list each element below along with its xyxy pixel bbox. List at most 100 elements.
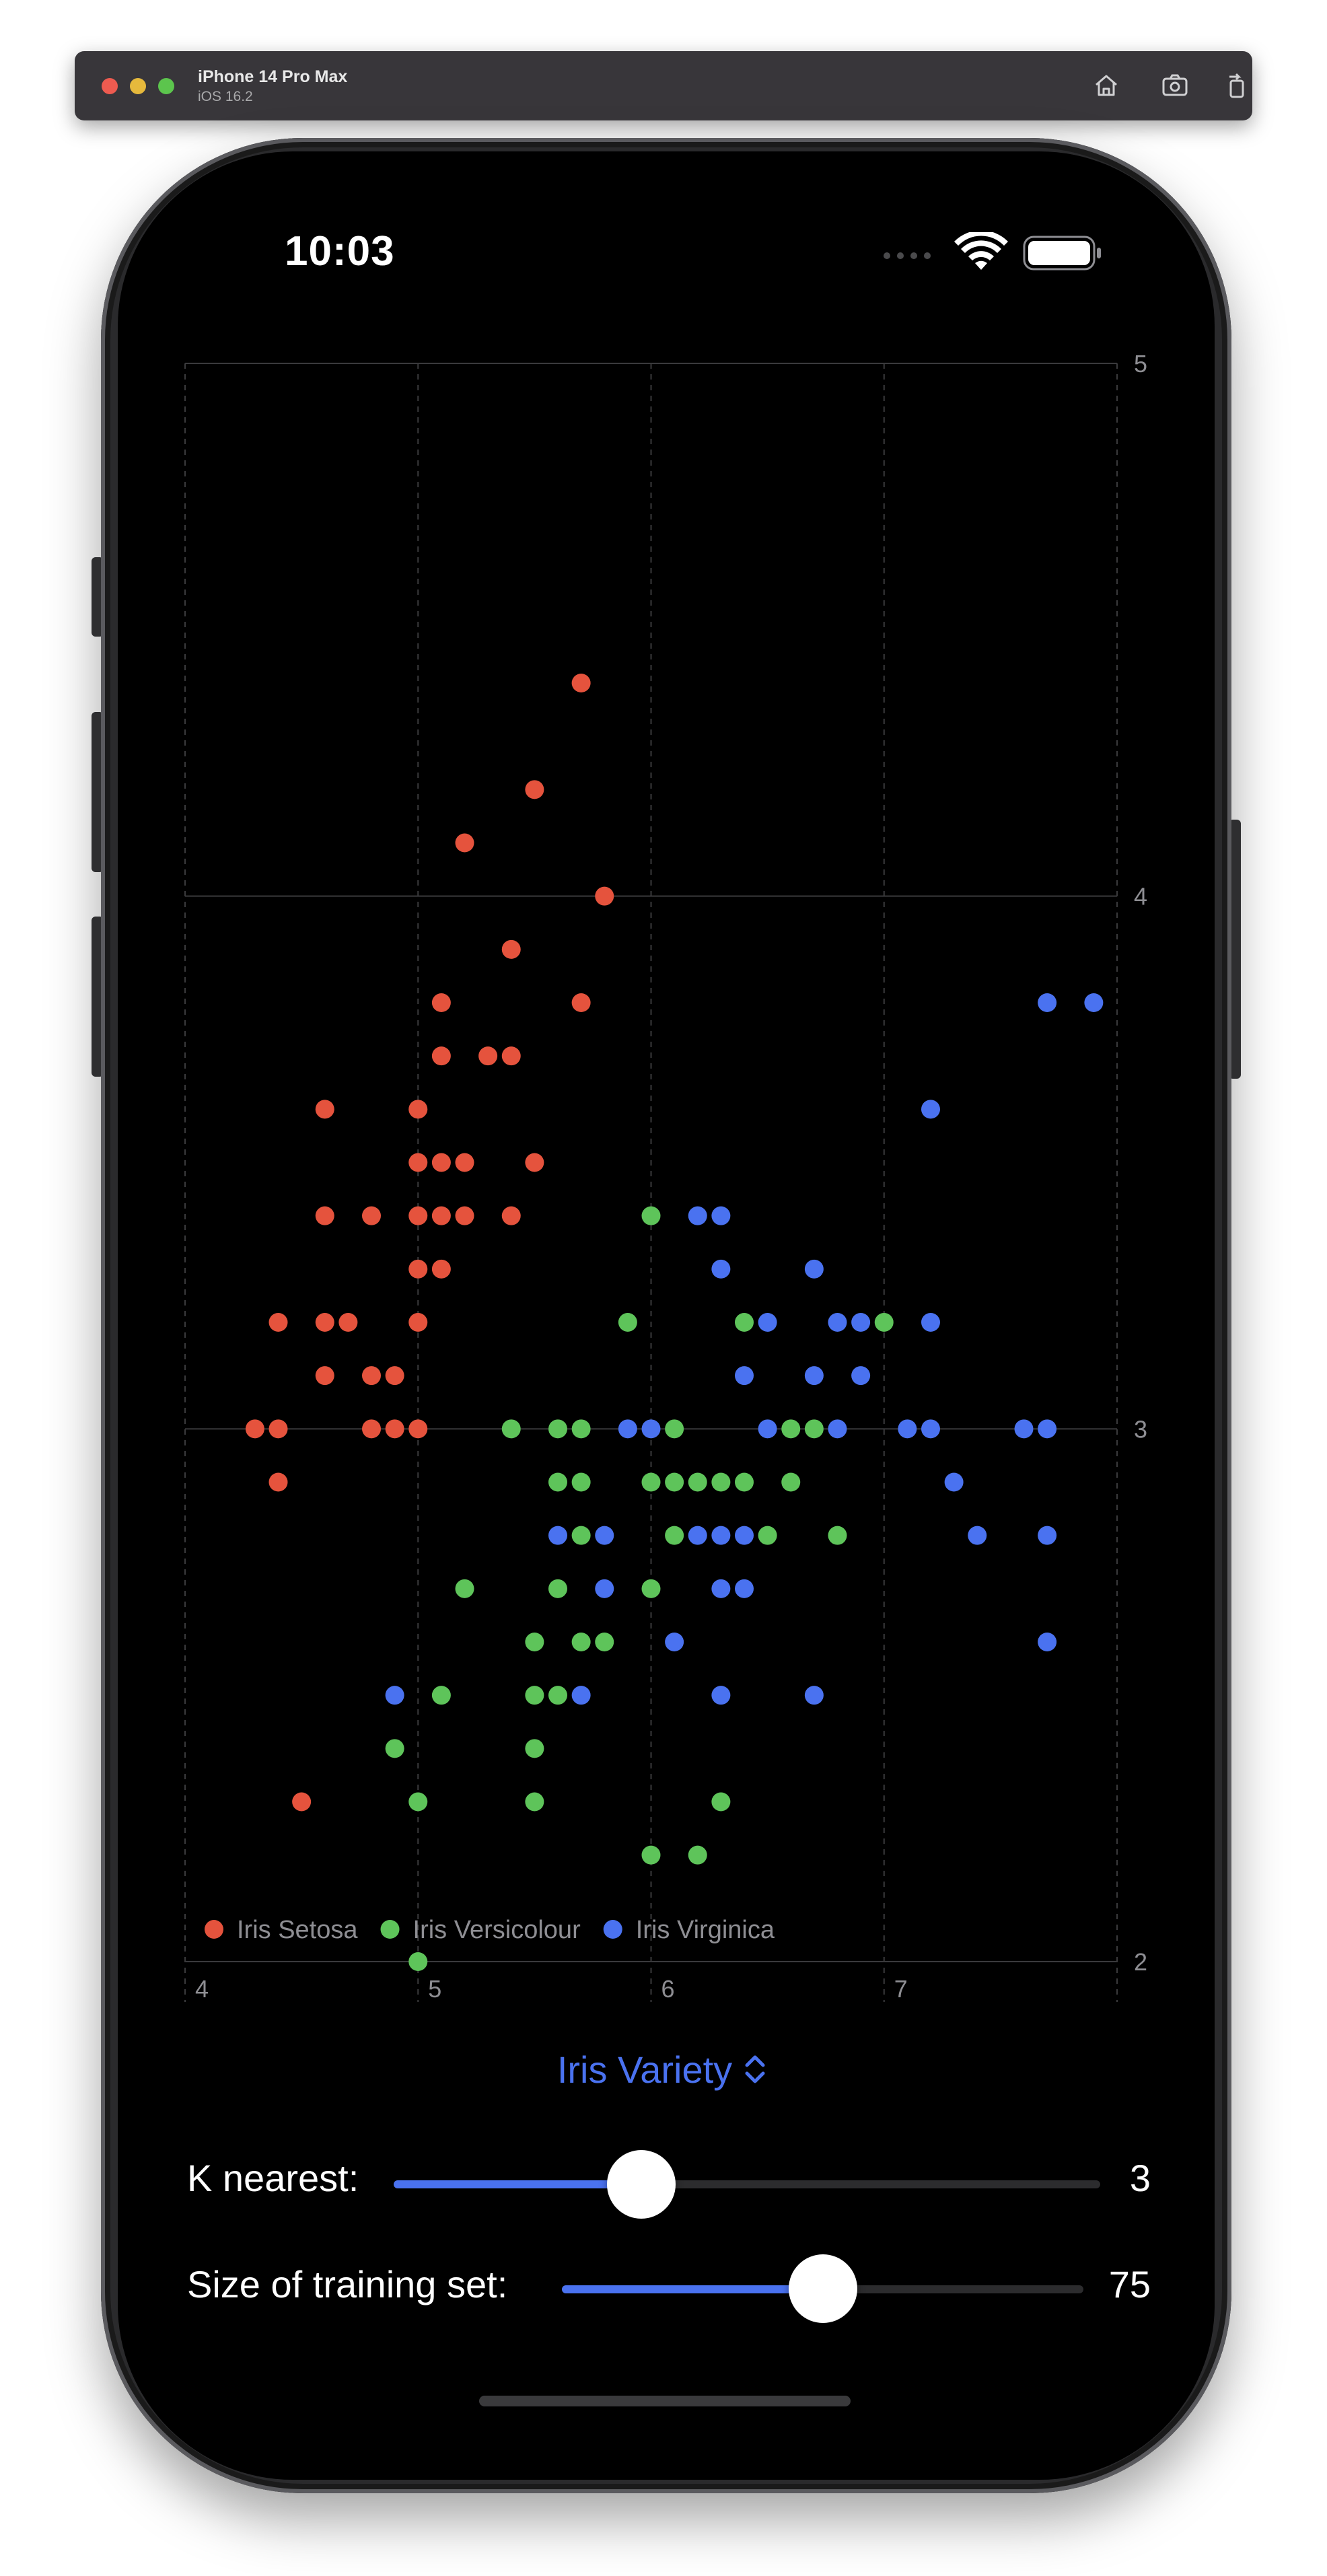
data-point	[828, 1419, 847, 1439]
x-tick-label: 6	[661, 1975, 675, 2003]
data-point	[735, 1579, 754, 1598]
home-icon[interactable]	[1091, 70, 1122, 101]
y-tick-label: 5	[1134, 350, 1147, 378]
data-point	[665, 1526, 684, 1545]
screenshot-icon[interactable]	[1159, 70, 1190, 101]
data-point	[944, 1472, 964, 1492]
device-os-version: iOS 16.2	[198, 89, 253, 104]
data-point	[548, 1419, 567, 1439]
data-point	[408, 1100, 428, 1119]
simulator-title-bar: iPhone 14 Pro Max iOS 16.2	[75, 51, 1252, 120]
data-point	[268, 1472, 288, 1492]
data-point	[665, 1472, 684, 1492]
data-point	[408, 1313, 428, 1332]
data-point	[431, 1153, 451, 1172]
data-point	[921, 1313, 940, 1332]
rotate-icon[interactable]	[1221, 70, 1252, 101]
data-point	[711, 1472, 731, 1492]
iris-variety-label: Iris Variety	[557, 2048, 733, 2091]
power-button	[1229, 820, 1241, 1079]
x-tick-label: 4	[195, 1975, 209, 2003]
data-point	[455, 1206, 474, 1225]
data-point	[501, 1206, 521, 1225]
data-point	[711, 1579, 731, 1598]
data-point	[408, 1419, 428, 1439]
chevron-up-down-icon	[745, 2055, 765, 2083]
data-point	[921, 1419, 940, 1439]
iris-variety-picker[interactable]: Iris Variety	[471, 2042, 855, 2096]
silent-switch	[92, 557, 104, 637]
data-point	[735, 1366, 754, 1386]
legend-marker	[205, 1920, 223, 1939]
data-point	[501, 939, 521, 959]
data-point	[828, 1313, 847, 1332]
data-point	[758, 1526, 777, 1545]
data-point	[665, 1633, 684, 1651]
wifi-icon	[954, 232, 1008, 270]
data-point	[501, 1419, 521, 1439]
data-point	[431, 1259, 451, 1279]
data-point	[711, 1206, 731, 1225]
data-point	[571, 1526, 591, 1545]
k-nearest-slider-thumb[interactable]	[606, 2150, 676, 2219]
data-point	[571, 1472, 591, 1492]
data-point	[408, 1792, 428, 1812]
data-point	[921, 1100, 940, 1119]
data-point	[455, 833, 474, 853]
data-point	[688, 1472, 707, 1492]
close-window-button[interactable]	[102, 78, 118, 94]
data-point	[688, 1526, 707, 1545]
home-indicator	[479, 2396, 851, 2406]
volume-down-button	[92, 917, 104, 1077]
data-point	[641, 1845, 661, 1865]
data-point	[571, 674, 591, 692]
data-point	[711, 1792, 731, 1812]
data-point	[968, 1526, 987, 1545]
legend-marker	[603, 1920, 622, 1939]
minimize-window-button[interactable]	[130, 78, 146, 94]
data-point	[641, 1206, 661, 1225]
data-point	[804, 1366, 824, 1386]
data-point	[781, 1472, 801, 1492]
training-size-value: 75	[1108, 2263, 1151, 2305]
data-point	[571, 993, 591, 1012]
zoom-window-button[interactable]	[158, 78, 174, 94]
data-point	[408, 1153, 428, 1172]
data-point	[851, 1366, 871, 1386]
phone-screen	[118, 151, 1215, 2480]
data-point	[665, 1419, 684, 1439]
training-size-slider-fill	[562, 2285, 823, 2293]
legend-label: Iris Versicolour	[413, 1916, 581, 1944]
data-point	[618, 1419, 637, 1439]
data-point	[431, 1046, 451, 1066]
data-point	[758, 1419, 777, 1439]
data-point	[525, 1792, 544, 1812]
data-point	[315, 1206, 334, 1225]
data-point	[408, 1952, 428, 1971]
data-point	[478, 1046, 498, 1066]
data-point	[315, 1100, 334, 1119]
data-point	[548, 1579, 567, 1598]
data-point	[781, 1419, 801, 1439]
data-point	[828, 1526, 847, 1545]
volume-up-button	[92, 712, 104, 872]
k-nearest-slider-fill	[394, 2180, 641, 2188]
data-point	[385, 1739, 404, 1758]
data-point	[245, 1419, 264, 1439]
training-size-slider-thumb[interactable]	[788, 2254, 857, 2323]
data-point	[595, 886, 614, 906]
data-point	[688, 1845, 707, 1865]
data-point	[525, 1686, 544, 1705]
data-point	[735, 1313, 754, 1332]
data-point	[735, 1472, 754, 1492]
data-point	[525, 780, 544, 799]
data-point	[641, 1579, 661, 1598]
data-point	[455, 1579, 474, 1598]
data-point	[595, 1526, 614, 1545]
data-point	[618, 1313, 637, 1332]
data-point	[1038, 993, 1057, 1012]
k-nearest-slider[interactable]	[394, 2180, 1100, 2188]
data-point	[571, 1419, 591, 1439]
data-point	[641, 1419, 661, 1439]
